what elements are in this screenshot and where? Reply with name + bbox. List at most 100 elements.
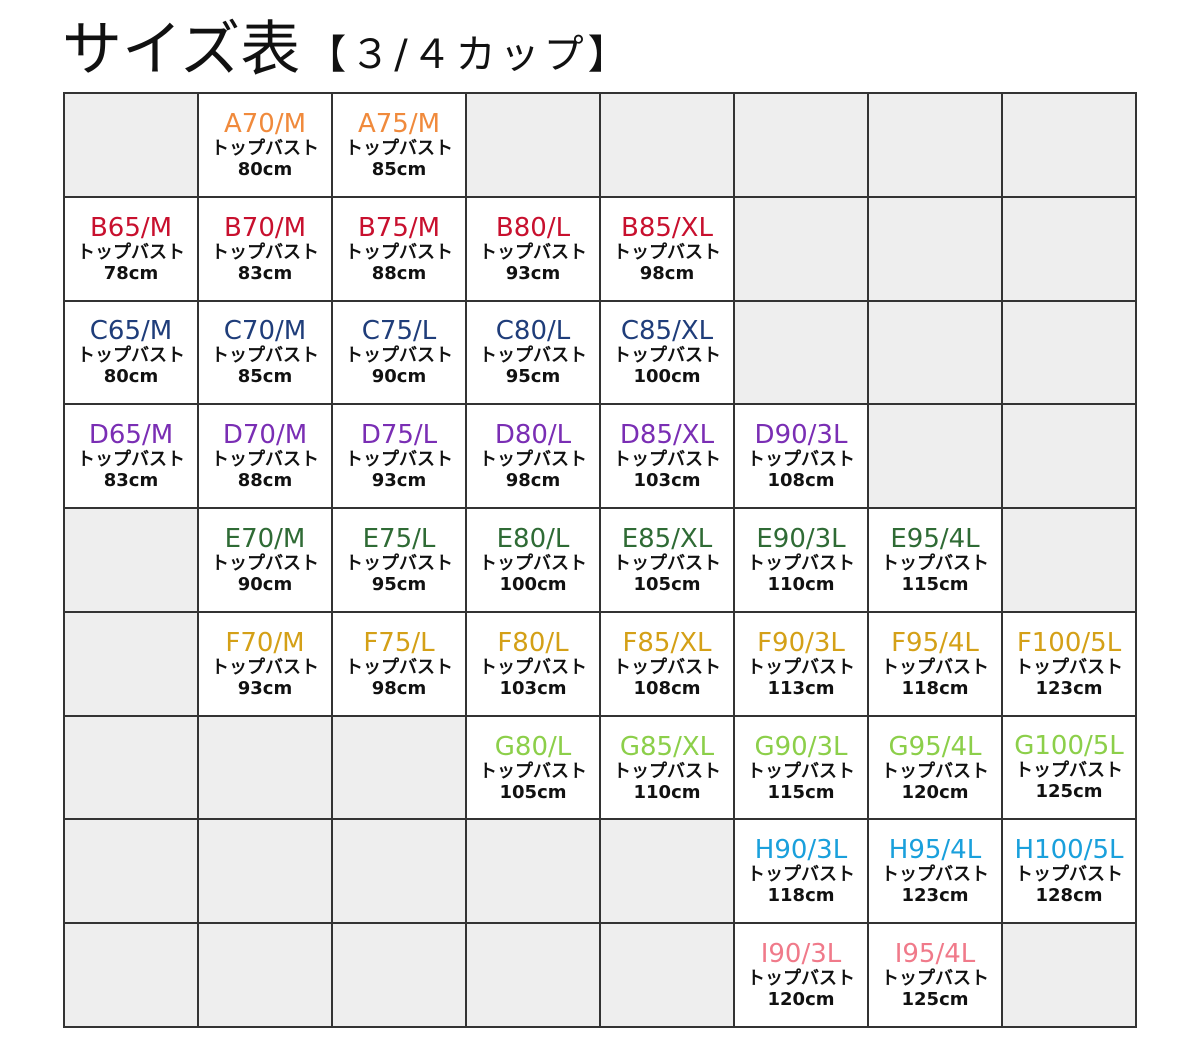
empty-cell	[869, 94, 1003, 198]
top-bust-value: 100cm	[633, 366, 701, 388]
empty-cell	[467, 94, 601, 198]
measure-label: トップバスト	[345, 656, 453, 678]
size-cell: B75/M トップバスト 88cm	[333, 197, 467, 302]
size-cell: D75/L トップバスト 93cm	[333, 405, 467, 510]
top-bust-value: 103cm	[499, 677, 567, 699]
measure-label: トップバスト	[613, 449, 721, 471]
empty-cell	[65, 716, 199, 821]
size-cell: I90/3L トップバスト 120cm	[735, 924, 869, 1028]
empty-cell	[199, 820, 333, 925]
top-bust-value: 118cm	[901, 677, 969, 699]
empty-cell	[65, 509, 199, 613]
size-code: D65/M	[88, 420, 174, 451]
measure-label: トップバスト	[211, 241, 319, 263]
top-bust-value: 95cm	[505, 366, 561, 388]
size-cell: C70/M トップバスト 85cm	[199, 301, 333, 406]
top-bust-value: 93cm	[505, 262, 561, 284]
empty-cell	[199, 716, 333, 821]
top-bust-value: 80cm	[103, 366, 159, 388]
top-bust-value: 80cm	[237, 158, 293, 180]
empty-cell	[1003, 197, 1137, 302]
size-cell: C65/M トップバスト 80cm	[65, 301, 199, 406]
top-bust-value: 115cm	[767, 781, 835, 803]
top-bust-value: 95cm	[371, 573, 427, 595]
size-code: E70/M	[224, 523, 306, 554]
size-cell: E95/4L トップバスト 115cm	[869, 509, 1003, 613]
top-bust-value: 88cm	[237, 470, 293, 492]
empty-cell	[65, 94, 199, 198]
title-main: サイズ表	[62, 15, 301, 85]
measure-label: トップバスト	[479, 656, 587, 678]
top-bust-value: 98cm	[371, 677, 427, 699]
empty-cell	[735, 197, 869, 302]
empty-cell	[333, 924, 467, 1028]
size-code: B85/XL	[621, 212, 713, 243]
size-code: H100/5L	[1014, 834, 1124, 865]
measure-label: トップバスト	[211, 345, 319, 367]
size-cell: A70/M トップバスト 80cm	[199, 94, 333, 198]
measure-label: トップバスト	[479, 449, 587, 471]
size-code: B70/M	[223, 212, 307, 243]
size-cell: D70/M トップバスト 88cm	[199, 405, 333, 510]
measure-label: トップバスト	[747, 968, 855, 990]
size-code: E75/L	[362, 523, 436, 554]
size-code: F100/5L	[1016, 627, 1122, 658]
size-code: E80/L	[496, 523, 570, 554]
top-bust-value: 103cm	[633, 470, 701, 492]
empty-cell	[601, 924, 735, 1028]
size-code: G85/XL	[619, 731, 715, 762]
measure-label: トップバスト	[479, 760, 587, 782]
measure-label: トップバスト	[613, 241, 721, 263]
size-cell: E70/M トップバスト 90cm	[199, 509, 333, 613]
size-code: C65/M	[89, 316, 173, 347]
size-cell: G95/4L トップバスト 120cm	[869, 716, 1003, 821]
size-code: F80/L	[497, 627, 569, 658]
top-bust-value: 125cm	[901, 989, 969, 1011]
top-bust-value: 98cm	[505, 470, 561, 492]
top-bust-value: 105cm	[633, 573, 701, 595]
size-code: F70/M	[225, 627, 305, 658]
size-code: B80/L	[495, 212, 571, 243]
top-bust-value: 105cm	[499, 781, 567, 803]
size-code: C70/M	[223, 316, 307, 347]
measure-label: トップバスト	[211, 137, 319, 159]
size-code: G80/L	[494, 731, 572, 762]
empty-cell	[333, 820, 467, 925]
measure-label: トップバスト	[747, 449, 855, 471]
size-code: F90/3L	[757, 627, 845, 658]
measure-label: トップバスト	[881, 760, 989, 782]
measure-label: トップバスト	[747, 656, 855, 678]
empty-cell	[1003, 94, 1137, 198]
measure-label: トップバスト	[747, 760, 855, 782]
measure-label: トップバスト	[345, 345, 453, 367]
size-code: D80/L	[494, 420, 572, 451]
size-cell: E90/3L トップバスト 110cm	[735, 509, 869, 613]
size-cell: G85/XL トップバスト 110cm	[601, 716, 735, 821]
size-code: D90/3L	[754, 420, 848, 451]
size-code: C75/L	[361, 316, 437, 347]
size-cell: F90/3L トップバスト 113cm	[735, 612, 869, 717]
size-cell: G100/5L トップバスト 125cm	[1003, 716, 1137, 821]
measure-label: トップバスト	[345, 137, 453, 159]
size-code: D70/M	[222, 420, 308, 451]
size-cell: F70/M トップバスト 93cm	[199, 612, 333, 717]
top-bust-value: 98cm	[639, 262, 695, 284]
size-cell: D80/L トップバスト 98cm	[467, 405, 601, 510]
size-code: E90/3L	[756, 523, 846, 554]
empty-cell	[65, 820, 199, 925]
top-bust-value: 90cm	[237, 573, 293, 595]
measure-label: トップバスト	[77, 345, 185, 367]
measure-label: トップバスト	[479, 552, 587, 574]
empty-cell	[1003, 509, 1137, 613]
empty-cell	[467, 820, 601, 925]
top-bust-value: 83cm	[103, 470, 159, 492]
size-cell: E85/XL トップバスト 105cm	[601, 509, 735, 613]
size-code: I90/3L	[760, 939, 842, 970]
empty-cell	[199, 924, 333, 1028]
size-cell: G90/3L トップバスト 115cm	[735, 716, 869, 821]
top-bust-value: 90cm	[371, 366, 427, 388]
empty-cell	[1003, 924, 1137, 1028]
measure-label: トップバスト	[1015, 863, 1123, 885]
size-chart-table: A70/M トップバスト 80cm A75/M トップバスト 85cm B65/M トップバス…	[63, 92, 1137, 1028]
size-code: D75/L	[360, 420, 438, 451]
